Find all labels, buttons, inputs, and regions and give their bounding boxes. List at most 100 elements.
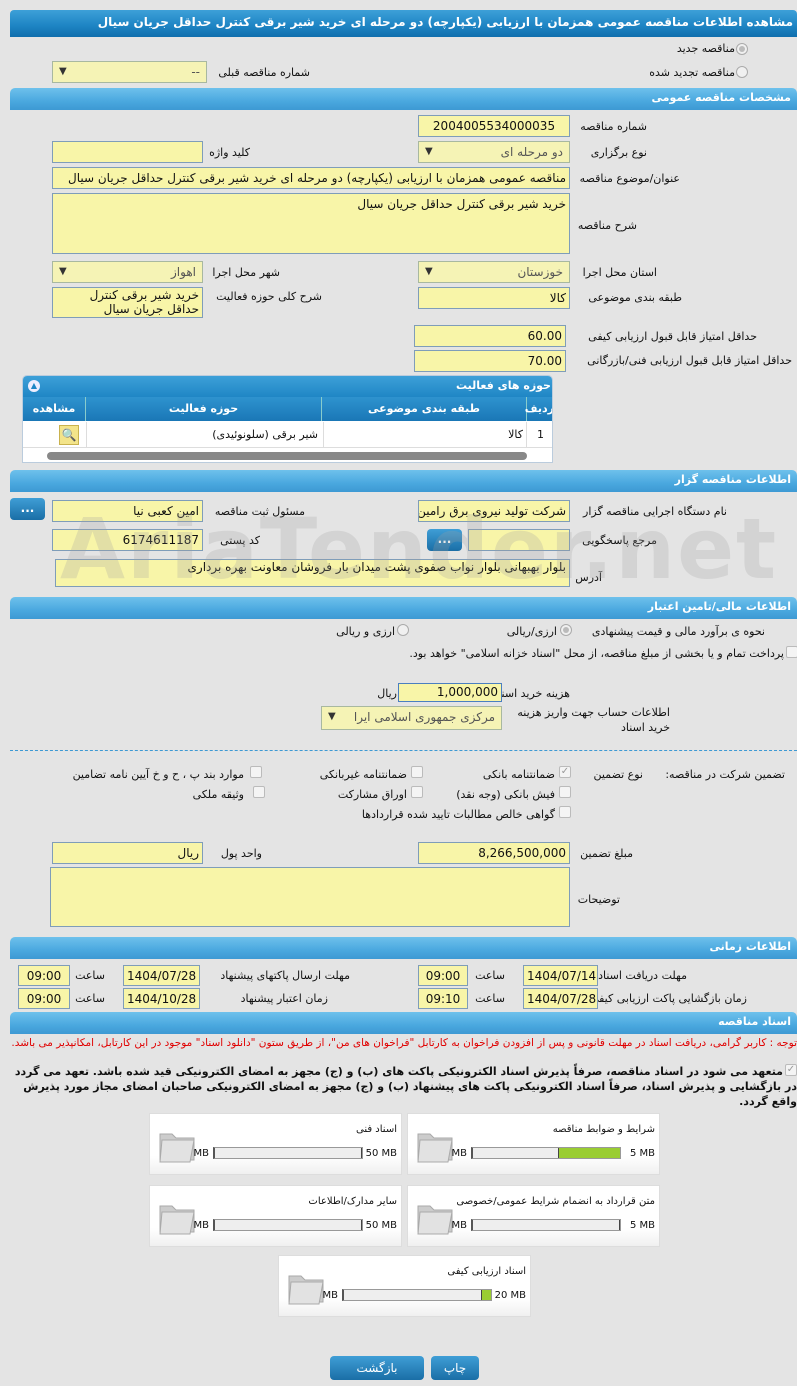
collapse-icon[interactable]: ▲ — [28, 380, 40, 392]
nonbank-guarantee-checkbox[interactable] — [411, 766, 423, 778]
file-size-fill — [361, 1148, 362, 1158]
subject-label: عنوان/موضوع مناقصه — [579, 172, 680, 185]
property-checkbox[interactable] — [253, 786, 265, 798]
row-field: شیر برقی (سلونوئیدی) — [86, 422, 318, 448]
doc-fee-field[interactable]: 1,000,000 — [398, 683, 502, 702]
time-label: ساعت — [475, 992, 505, 1005]
doc-fee-label: هزینه خرید اسناد — [493, 687, 570, 700]
prev-number-value: -- — [191, 65, 200, 79]
chevron-down-icon: ▼ — [59, 266, 67, 277]
city-value: اهواز — [171, 265, 196, 279]
renewed-tender-radio[interactable] — [736, 66, 748, 78]
desc-field[interactable]: خرید شیر برقی کنترل حداقل جریان سیال — [52, 193, 570, 254]
ref-more-button[interactable]: ... — [427, 529, 462, 551]
table-row: 1 کالا شیر برقی (سلونوئیدی) 🔍 — [23, 422, 552, 448]
clause-items-label: موارد بند پ ، ح و خ آیین نامه تضامین — [72, 768, 244, 781]
both-currency-radio[interactable] — [397, 624, 409, 636]
account-value: مرکزی جمهوری اسلامی ایرا — [353, 710, 495, 724]
section-docs-header: اسناد مناقصه — [10, 1012, 797, 1034]
min-tech-field[interactable]: 70.00 — [414, 350, 566, 372]
view-details-icon[interactable]: 🔍 — [59, 425, 79, 445]
ref-field[interactable] — [468, 529, 570, 551]
nonbank-guarantee-label: ضمانتنامه غیربانکی — [319, 768, 407, 781]
category-field[interactable]: کالا — [418, 287, 570, 309]
file-card[interactable]: سایر مدارک/اطلاعات 50 MB 0 MB — [149, 1185, 402, 1247]
docs-notice: توجه : کاربر گرامی، دریافت اسناد در مهلت… — [11, 1037, 797, 1049]
both-currency-label: ارزی و ریالی — [336, 625, 395, 638]
treasury-text: پرداخت تمام و یا بخشی از مبلغ مناقصه، از… — [409, 647, 784, 660]
prev-number-label: شماره مناقصه قبلی — [218, 66, 310, 79]
prev-number-select[interactable]: -- ▼ — [52, 61, 207, 83]
doc-deadline-time[interactable]: 09:00 — [418, 965, 468, 986]
submit-deadline-label: مهلت ارسال پاکتهای پیشنهاد — [220, 969, 350, 982]
treasury-checkbox[interactable] — [786, 646, 797, 658]
scope-field[interactable]: خرید شیر برقی کنترل حداقل جریان سیال — [52, 287, 203, 318]
account-select[interactable]: مرکزی جمهوری اسلامی ایرا ▼ — [321, 706, 502, 730]
address-field[interactable]: بلوار بهبهانی بلوار نواب صفوی پشت میدان … — [55, 559, 570, 587]
province-select[interactable]: خوزستان ▼ — [418, 261, 570, 283]
doc-deadline-date[interactable]: 1404/07/14 — [523, 965, 598, 986]
pledge-text: متعهد می شود در اسناد مناقصه، صرفاً پذیر… — [14, 1065, 797, 1108]
time-label: ساعت — [75, 992, 105, 1005]
min-tech-label: حداقل امتیاز قابل قبول ارزیابی فنی/بازرگ… — [587, 354, 792, 367]
file-name: متن قرارداد به انضمام شرایط عمومی/خصوصی — [456, 1196, 655, 1207]
subject-field[interactable]: مناقصه عمومی همزمان با ارزیابی (یکپارچه)… — [52, 167, 570, 189]
chevron-down-icon: ▼ — [425, 146, 433, 157]
new-tender-radio[interactable] — [736, 43, 748, 55]
folder-icon — [159, 1205, 195, 1235]
tender-number-label: شماره مناقصه — [580, 120, 647, 133]
claims-certificate-checkbox[interactable] — [559, 806, 571, 818]
amount-field[interactable]: 8,266,500,000 — [418, 842, 570, 864]
tender-number-field[interactable]: 2004005534000035 — [418, 115, 570, 137]
rial-radio[interactable] — [560, 624, 572, 636]
unit-field[interactable]: ریال — [52, 842, 203, 864]
bonds-checkbox[interactable] — [411, 786, 423, 798]
category-label: طبقه بندی موضوعی — [588, 291, 682, 304]
bank-guarantee-checkbox[interactable]: ✓ — [559, 766, 571, 778]
type-select[interactable]: دو مرحله ای ▼ — [418, 141, 570, 163]
submit-deadline-time[interactable]: 09:00 — [18, 965, 70, 986]
province-label: استان محل اجرا — [582, 266, 657, 279]
file-size-fill — [481, 1290, 491, 1300]
new-tender-label: مناقصه جدید — [676, 42, 735, 55]
validity-date[interactable]: 1404/10/28 — [123, 988, 200, 1009]
file-current-size: 0 MB — [441, 1220, 467, 1231]
opening-time[interactable]: 09:10 — [418, 988, 468, 1009]
folder-icon — [288, 1275, 324, 1305]
opening-date[interactable]: 1404/07/28 — [523, 988, 598, 1009]
file-max-size: 50 MB — [365, 1220, 397, 1231]
validity-time[interactable]: 09:00 — [18, 988, 70, 1009]
postal-field[interactable]: 6174611187 — [52, 529, 203, 551]
bank-guarantee-label: ضمانتنامه بانکی — [482, 768, 555, 781]
print-button[interactable]: چاپ — [431, 1356, 479, 1380]
file-max-size: 5 MB — [629, 1148, 655, 1159]
city-select[interactable]: اهواز ▼ — [52, 261, 203, 283]
submit-deadline-date[interactable]: 1404/07/28 — [123, 965, 200, 986]
amount-label: مبلغ تضمین — [580, 847, 633, 860]
section-timing-header: اطلاعات زمانی — [10, 937, 797, 959]
file-card[interactable]: متن قرارداد به انضمام شرایط عمومی/خصوصی 5… — [407, 1185, 660, 1247]
type-label: نوع برگزاری — [590, 146, 647, 159]
file-size-fill — [619, 1220, 620, 1230]
guarantee-type-label: نوع تضمین — [593, 768, 643, 781]
scope-label: شرح کلی حوزه فعالیت — [216, 290, 322, 303]
resp-field[interactable]: امین کعبی نیا — [52, 500, 203, 522]
city-label: شهر محل اجرا — [212, 266, 280, 279]
horizontal-scrollbar[interactable] — [47, 452, 527, 460]
notes-field[interactable] — [50, 867, 570, 927]
claims-certificate-label: گواهی خالص مطالبات تایید شده قراردادها — [361, 808, 555, 821]
file-name: اسناد فنی — [356, 1124, 397, 1135]
keyword-field[interactable] — [52, 141, 203, 163]
bank-receipt-checkbox[interactable] — [559, 786, 571, 798]
min-quality-label: حداقل امتیاز قابل قبول ارزیابی کیفی — [588, 330, 757, 343]
clause-items-checkbox[interactable] — [250, 766, 262, 778]
province-value: خوزستان — [517, 265, 563, 279]
org-field[interactable]: شرکت تولید نیروی برق رامین — [418, 500, 570, 522]
folder-icon — [417, 1133, 453, 1163]
min-quality-field[interactable]: 60.00 — [414, 325, 566, 347]
file-card[interactable]: اسناد فنی 50 MB 0 MB — [149, 1113, 402, 1175]
back-button[interactable]: بازگشت — [330, 1356, 424, 1380]
resp-more-button[interactable]: ... — [10, 498, 45, 520]
